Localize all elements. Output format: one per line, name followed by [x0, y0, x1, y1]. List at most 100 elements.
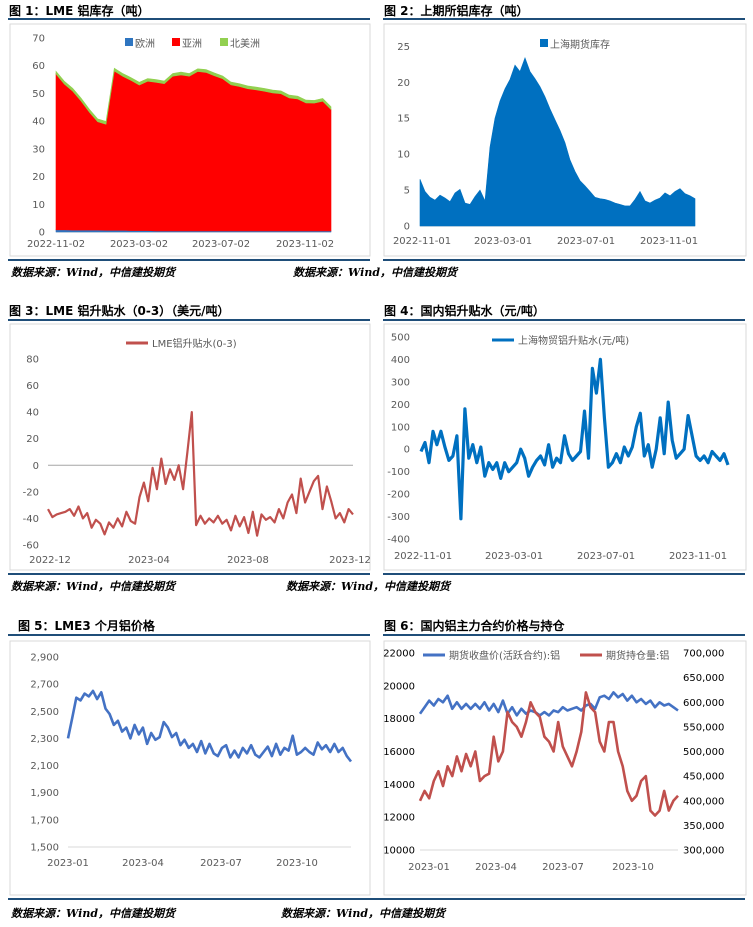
y-tick-label: 500	[391, 333, 410, 344]
y-tick-label: 15	[397, 114, 410, 125]
y-tick-label: 0	[404, 222, 410, 233]
y-tick-label: 20	[397, 78, 410, 89]
title-divider	[8, 18, 370, 20]
y-tick-label: 2,700	[30, 680, 59, 691]
source-divider	[8, 898, 745, 900]
x-tick-label: 2023-01	[408, 862, 450, 873]
legend-label: 欧洲	[135, 38, 155, 50]
y-right-tick-label: 450,000	[683, 772, 724, 783]
title-divider	[383, 634, 745, 636]
y-left-tick-label: 18000	[383, 714, 415, 725]
x-tick-label: 2023-07	[542, 862, 584, 873]
line-series	[419, 357, 730, 521]
x-tick-label: 2023-10	[612, 862, 654, 873]
y-tick-label: 20	[32, 172, 45, 183]
x-tick-label: 2023-10	[276, 858, 318, 869]
chart-title: 图 1：LME 铝库存（吨）	[9, 4, 150, 18]
x-tick-label: 2023-07-01	[557, 236, 615, 247]
data-source: 数据来源：Wind，中信建投期货	[293, 266, 458, 279]
x-tick-label: 2023-04	[475, 862, 517, 873]
chart-title: 图 6：国内铝主力合约价格与持仓	[384, 619, 565, 633]
y-right-tick-label: 550,000	[683, 722, 724, 733]
x-tick-label: 2022-11-02	[27, 239, 85, 250]
source-divider	[383, 259, 745, 261]
y-tick-label: 5	[404, 186, 410, 197]
y-tick-label: 80	[26, 355, 39, 366]
source-divider	[8, 259, 370, 261]
y-tick-label: -400	[387, 535, 410, 546]
x-tick-label: 2023-03-01	[474, 236, 532, 247]
legend-label: 期货持仓量:铝	[606, 649, 669, 662]
y-right-tick-label: 300,000	[683, 846, 724, 857]
y-tick-label: 30	[32, 144, 45, 155]
line-series	[418, 691, 679, 717]
chart-frame	[383, 23, 747, 257]
legend-swatch	[172, 38, 180, 46]
y-tick-label: 20	[26, 434, 39, 445]
legend-label: LME铝升贴水(0-3)	[152, 337, 237, 350]
y-tick-label: 2,300	[30, 734, 59, 745]
y-tick-label: -60	[23, 541, 39, 552]
x-tick-label: 2023-03-01	[485, 551, 543, 562]
y-tick-label: -100	[387, 467, 410, 478]
legend-label: 北美洲	[230, 37, 260, 50]
y-tick-label: 40	[32, 117, 45, 128]
x-tick-label: 2023-03-02	[110, 239, 168, 250]
area-series	[55, 67, 332, 125]
y-left-tick-label: 22000	[383, 649, 415, 660]
x-tick-label: 2023-07	[200, 858, 242, 869]
y-tick-label: 25	[397, 42, 410, 53]
y-right-tick-label: 350,000	[683, 821, 724, 832]
y-tick-label: 10	[32, 200, 45, 211]
y-tick-label: 1,900	[30, 788, 59, 799]
x-tick-label: 2023-08	[227, 555, 269, 566]
y-left-tick-label: 14000	[383, 780, 415, 791]
x-tick-label: 2023-11-01	[640, 236, 698, 247]
y-tick-label: -200	[387, 490, 410, 501]
y-tick-label: 60	[32, 61, 45, 72]
data-source: 数据来源：Wind，中信建投期货	[11, 907, 176, 920]
x-tick-label: 2023-04	[122, 858, 164, 869]
y-tick-label: 200	[391, 400, 410, 411]
y-tick-label: 70	[32, 34, 45, 45]
legend-label: 上海物贸铝升贴水(元/吨)	[518, 334, 629, 347]
legend-label: 期货收盘价(活跃合约):铝	[449, 649, 560, 662]
chart-frame	[9, 23, 371, 257]
y-tick-label: 300	[391, 377, 410, 388]
y-tick-label: -40	[23, 514, 39, 525]
line-series	[47, 411, 354, 537]
x-tick-label: 2023-07-01	[577, 551, 635, 562]
data-source: 数据来源：Wind，中信建投期货	[11, 266, 176, 279]
legend-label: 上海期货库存	[550, 38, 610, 51]
y-tick-label: 2,500	[30, 707, 59, 718]
y-right-tick-label: 500,000	[683, 747, 724, 758]
area-series	[419, 57, 696, 227]
source-divider	[383, 573, 745, 575]
chart-frame	[383, 323, 747, 571]
title-divider	[8, 634, 370, 636]
data-source: 数据来源：Wind，中信建投期货	[286, 580, 451, 593]
y-tick-label: 400	[391, 355, 410, 366]
title-divider	[383, 18, 745, 20]
line-series	[418, 691, 679, 817]
x-tick-label: 2023-04	[128, 555, 170, 566]
y-tick-label: 2,900	[30, 653, 59, 664]
x-tick-label: 2022-12	[29, 555, 71, 566]
y-left-tick-label: 16000	[383, 747, 415, 758]
chart-title: 图 3：LME 铝升贴水（0-3）（美元/吨）	[9, 304, 230, 318]
title-divider	[383, 319, 745, 321]
chart-title: 图 5：LME3 个月铝价格	[18, 619, 155, 633]
chart-title: 图 2：上期所铝库存（吨）	[384, 4, 529, 18]
x-tick-label: 2023-07-02	[192, 239, 250, 250]
y-left-tick-label: 20000	[383, 681, 415, 692]
y-right-tick-label: 650,000	[683, 673, 724, 684]
chart-frame	[9, 323, 371, 571]
x-tick-label: 2023-12	[329, 555, 371, 566]
legend-swatch	[125, 38, 133, 46]
chart-frame	[383, 640, 747, 896]
y-right-tick-label: 400,000	[683, 796, 724, 807]
y-tick-label: 1,700	[30, 815, 59, 826]
y-tick-label: -20	[23, 487, 39, 498]
y-tick-label: 0	[33, 461, 39, 472]
